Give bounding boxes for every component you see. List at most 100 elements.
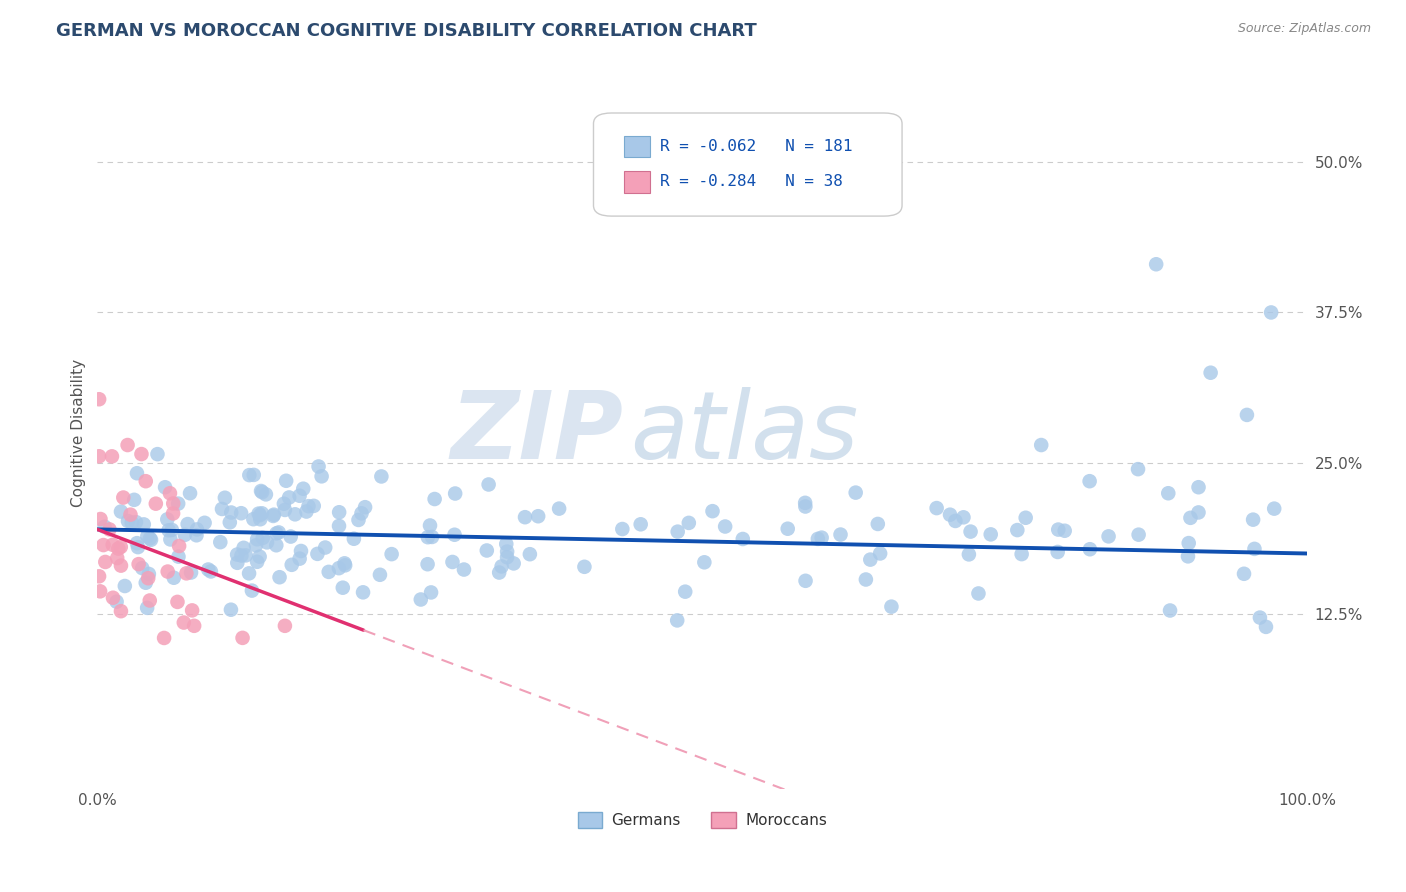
Point — [278, 491, 301, 505]
Point — [693, 555, 716, 569]
Point — [232, 541, 254, 555]
Point — [173, 528, 195, 542]
Point — [1157, 486, 1180, 500]
Point — [945, 514, 967, 528]
Point — [519, 547, 541, 561]
Point — [502, 557, 524, 571]
Point — [107, 541, 129, 556]
Point — [381, 547, 404, 561]
Point — [478, 477, 501, 491]
Point — [280, 558, 302, 572]
Point — [295, 504, 318, 518]
Point — [370, 469, 392, 483]
Point — [132, 517, 155, 532]
Point — [810, 531, 832, 545]
Point — [1007, 523, 1029, 537]
Point — [131, 561, 153, 575]
Point — [139, 593, 162, 607]
Point — [274, 503, 297, 517]
Point — [117, 438, 139, 452]
Point — [226, 548, 249, 562]
Point — [162, 507, 184, 521]
Point — [159, 486, 181, 500]
Legend: Germans, Moroccans: Germans, Moroccans — [572, 806, 832, 834]
Point — [238, 468, 260, 483]
Point — [859, 552, 882, 566]
Point — [231, 549, 253, 563]
Point — [166, 595, 188, 609]
Point — [666, 614, 689, 628]
Point — [136, 529, 159, 543]
Point — [409, 592, 432, 607]
Point — [273, 497, 295, 511]
Point — [333, 557, 356, 571]
Point — [630, 517, 652, 532]
Point — [297, 499, 319, 513]
Point — [488, 566, 510, 580]
Point — [1180, 511, 1202, 525]
Point — [794, 500, 817, 514]
Point — [218, 516, 240, 530]
Point — [87, 569, 110, 583]
Point — [354, 500, 377, 515]
Point — [180, 566, 202, 580]
Point — [125, 536, 148, 550]
Point — [807, 532, 830, 546]
Point — [125, 515, 148, 529]
Point — [416, 558, 439, 572]
Point — [420, 585, 443, 599]
Point — [250, 483, 273, 498]
Point — [495, 537, 517, 551]
Point — [702, 504, 724, 518]
Point — [219, 603, 242, 617]
Point — [845, 485, 868, 500]
Text: atlas: atlas — [630, 387, 858, 478]
Point — [328, 505, 350, 519]
Point — [612, 522, 634, 536]
Point — [1177, 549, 1199, 564]
Point — [1241, 513, 1264, 527]
Point — [163, 571, 186, 585]
Point — [266, 526, 288, 541]
Point — [673, 584, 696, 599]
Point — [209, 535, 232, 549]
Point — [794, 496, 817, 510]
Point — [110, 505, 132, 519]
Point — [368, 567, 391, 582]
Point — [200, 565, 222, 579]
Point — [491, 559, 513, 574]
Point — [794, 574, 817, 588]
Y-axis label: Cognitive Disability: Cognitive Disability — [72, 359, 86, 507]
Point — [276, 474, 298, 488]
Point — [179, 486, 201, 500]
Point — [444, 486, 467, 500]
Point — [194, 516, 217, 530]
Point — [240, 583, 263, 598]
Point — [290, 544, 312, 558]
Point — [249, 512, 271, 526]
Point — [1187, 480, 1209, 494]
Point — [242, 467, 264, 482]
FancyBboxPatch shape — [624, 171, 651, 193]
Point — [110, 604, 132, 618]
Point — [959, 524, 981, 539]
Point — [292, 482, 315, 496]
Point — [263, 508, 285, 522]
Point — [247, 507, 270, 521]
Point — [269, 570, 291, 584]
Point — [93, 538, 115, 552]
Point — [332, 581, 354, 595]
Point — [952, 510, 974, 524]
Point — [121, 516, 143, 530]
Point — [246, 533, 269, 547]
Point — [173, 615, 195, 630]
Point — [214, 491, 236, 505]
Point — [343, 532, 366, 546]
Point — [89, 392, 111, 407]
Point — [235, 549, 257, 563]
Point — [146, 447, 169, 461]
Point — [1177, 536, 1199, 550]
Point — [513, 510, 536, 524]
Point — [352, 585, 374, 599]
Point — [678, 516, 700, 530]
